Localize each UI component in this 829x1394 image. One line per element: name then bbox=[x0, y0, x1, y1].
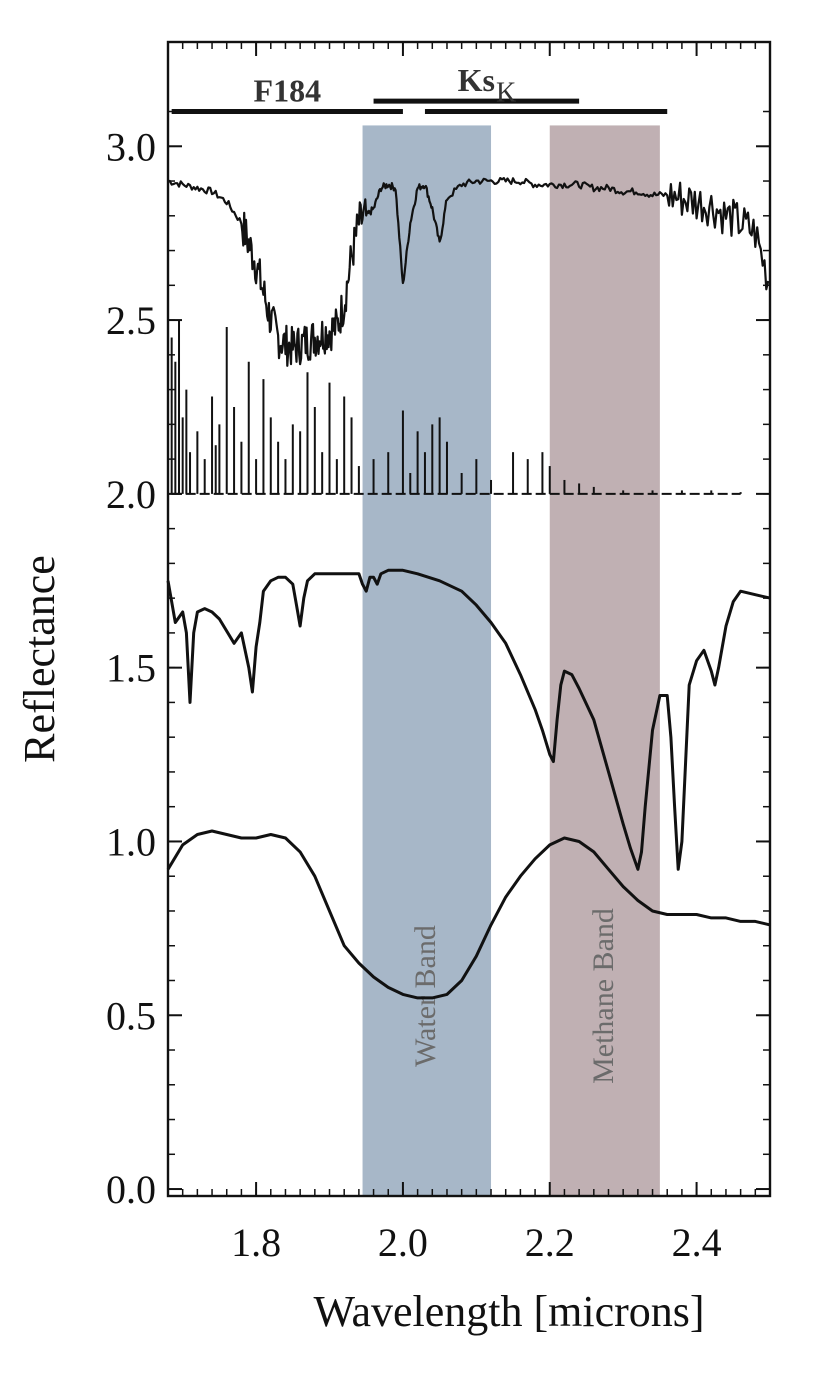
series-line bbox=[166, 829, 771, 1000]
band-label: Methane Band bbox=[587, 908, 620, 1084]
y-tick-label: 3.0 bbox=[106, 124, 156, 169]
y-tick-label: 2.5 bbox=[106, 298, 156, 343]
x-tick-label: 1.8 bbox=[231, 1220, 281, 1265]
bands-layer: Water Band Methane Band bbox=[362, 125, 660, 1197]
plot-frame bbox=[166, 40, 772, 1198]
y-tick-label: 1.5 bbox=[106, 646, 156, 691]
y-tick-label: 1.0 bbox=[106, 819, 156, 864]
filter-label: K bbox=[496, 78, 516, 109]
shaded-band bbox=[549, 125, 660, 1197]
y-tick-label: 2.0 bbox=[106, 472, 156, 517]
series-layer bbox=[166, 177, 771, 1000]
filters-layer: F184 Ks K bbox=[171, 62, 668, 115]
y-tick-label: 0.5 bbox=[106, 993, 156, 1038]
shaded-band bbox=[362, 125, 492, 1197]
x-tick-label: 2.2 bbox=[525, 1220, 575, 1265]
y-tick-label: 0.0 bbox=[106, 1167, 156, 1212]
filter-label: F184 bbox=[254, 73, 322, 109]
series-line bbox=[167, 177, 770, 367]
ticks-layer: 1.8 2.0 2.2 2.4 0.0 0.5 1.0 1.5 2.0 2.5 3.0 bbox=[106, 42, 771, 1265]
y-axis-label: Reflectance bbox=[15, 555, 64, 763]
x-tick-label: 2.0 bbox=[378, 1220, 428, 1265]
x-tick-label: 2.4 bbox=[672, 1220, 722, 1265]
x-axis-label: Wavelength [microns] bbox=[313, 1287, 704, 1336]
series-line bbox=[166, 568, 771, 871]
filter-label: Ks bbox=[458, 62, 495, 98]
